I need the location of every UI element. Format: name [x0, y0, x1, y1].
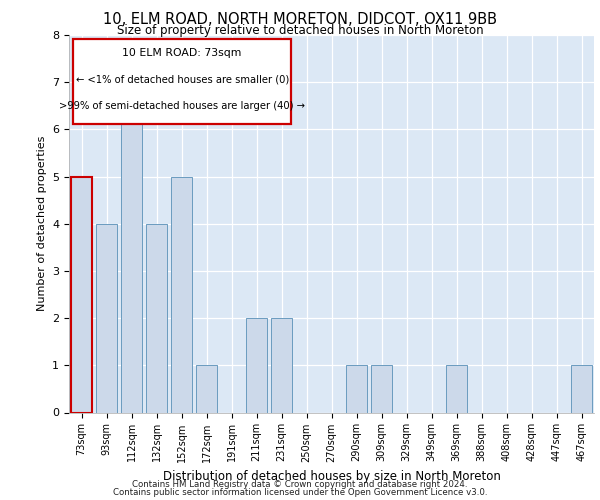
Bar	[146, 224, 167, 412]
Bar	[371, 366, 392, 412]
Bar	[246, 318, 267, 412]
Bar	[171, 176, 192, 412]
Text: 10 ELM ROAD: 73sqm: 10 ELM ROAD: 73sqm	[122, 48, 242, 58]
Bar	[446, 366, 467, 412]
Bar	[96, 224, 117, 412]
Bar	[571, 366, 592, 412]
Bar	[346, 366, 367, 412]
Text: >99% of semi-detached houses are larger (40) →: >99% of semi-detached houses are larger …	[59, 101, 305, 111]
Bar	[121, 82, 142, 412]
Y-axis label: Number of detached properties: Number of detached properties	[37, 136, 47, 312]
Text: Contains HM Land Registry data © Crown copyright and database right 2024.: Contains HM Land Registry data © Crown c…	[132, 480, 468, 489]
FancyBboxPatch shape	[73, 39, 291, 123]
X-axis label: Distribution of detached houses by size in North Moreton: Distribution of detached houses by size …	[163, 470, 500, 483]
Bar	[271, 318, 292, 412]
Text: Contains public sector information licensed under the Open Government Licence v3: Contains public sector information licen…	[113, 488, 487, 497]
Text: ← <1% of detached houses are smaller (0): ← <1% of detached houses are smaller (0)	[76, 74, 289, 85]
Text: Size of property relative to detached houses in North Moreton: Size of property relative to detached ho…	[116, 24, 484, 37]
Bar	[196, 366, 217, 412]
Bar	[71, 176, 92, 412]
Text: 10, ELM ROAD, NORTH MORETON, DIDCOT, OX11 9BB: 10, ELM ROAD, NORTH MORETON, DIDCOT, OX1…	[103, 12, 497, 27]
